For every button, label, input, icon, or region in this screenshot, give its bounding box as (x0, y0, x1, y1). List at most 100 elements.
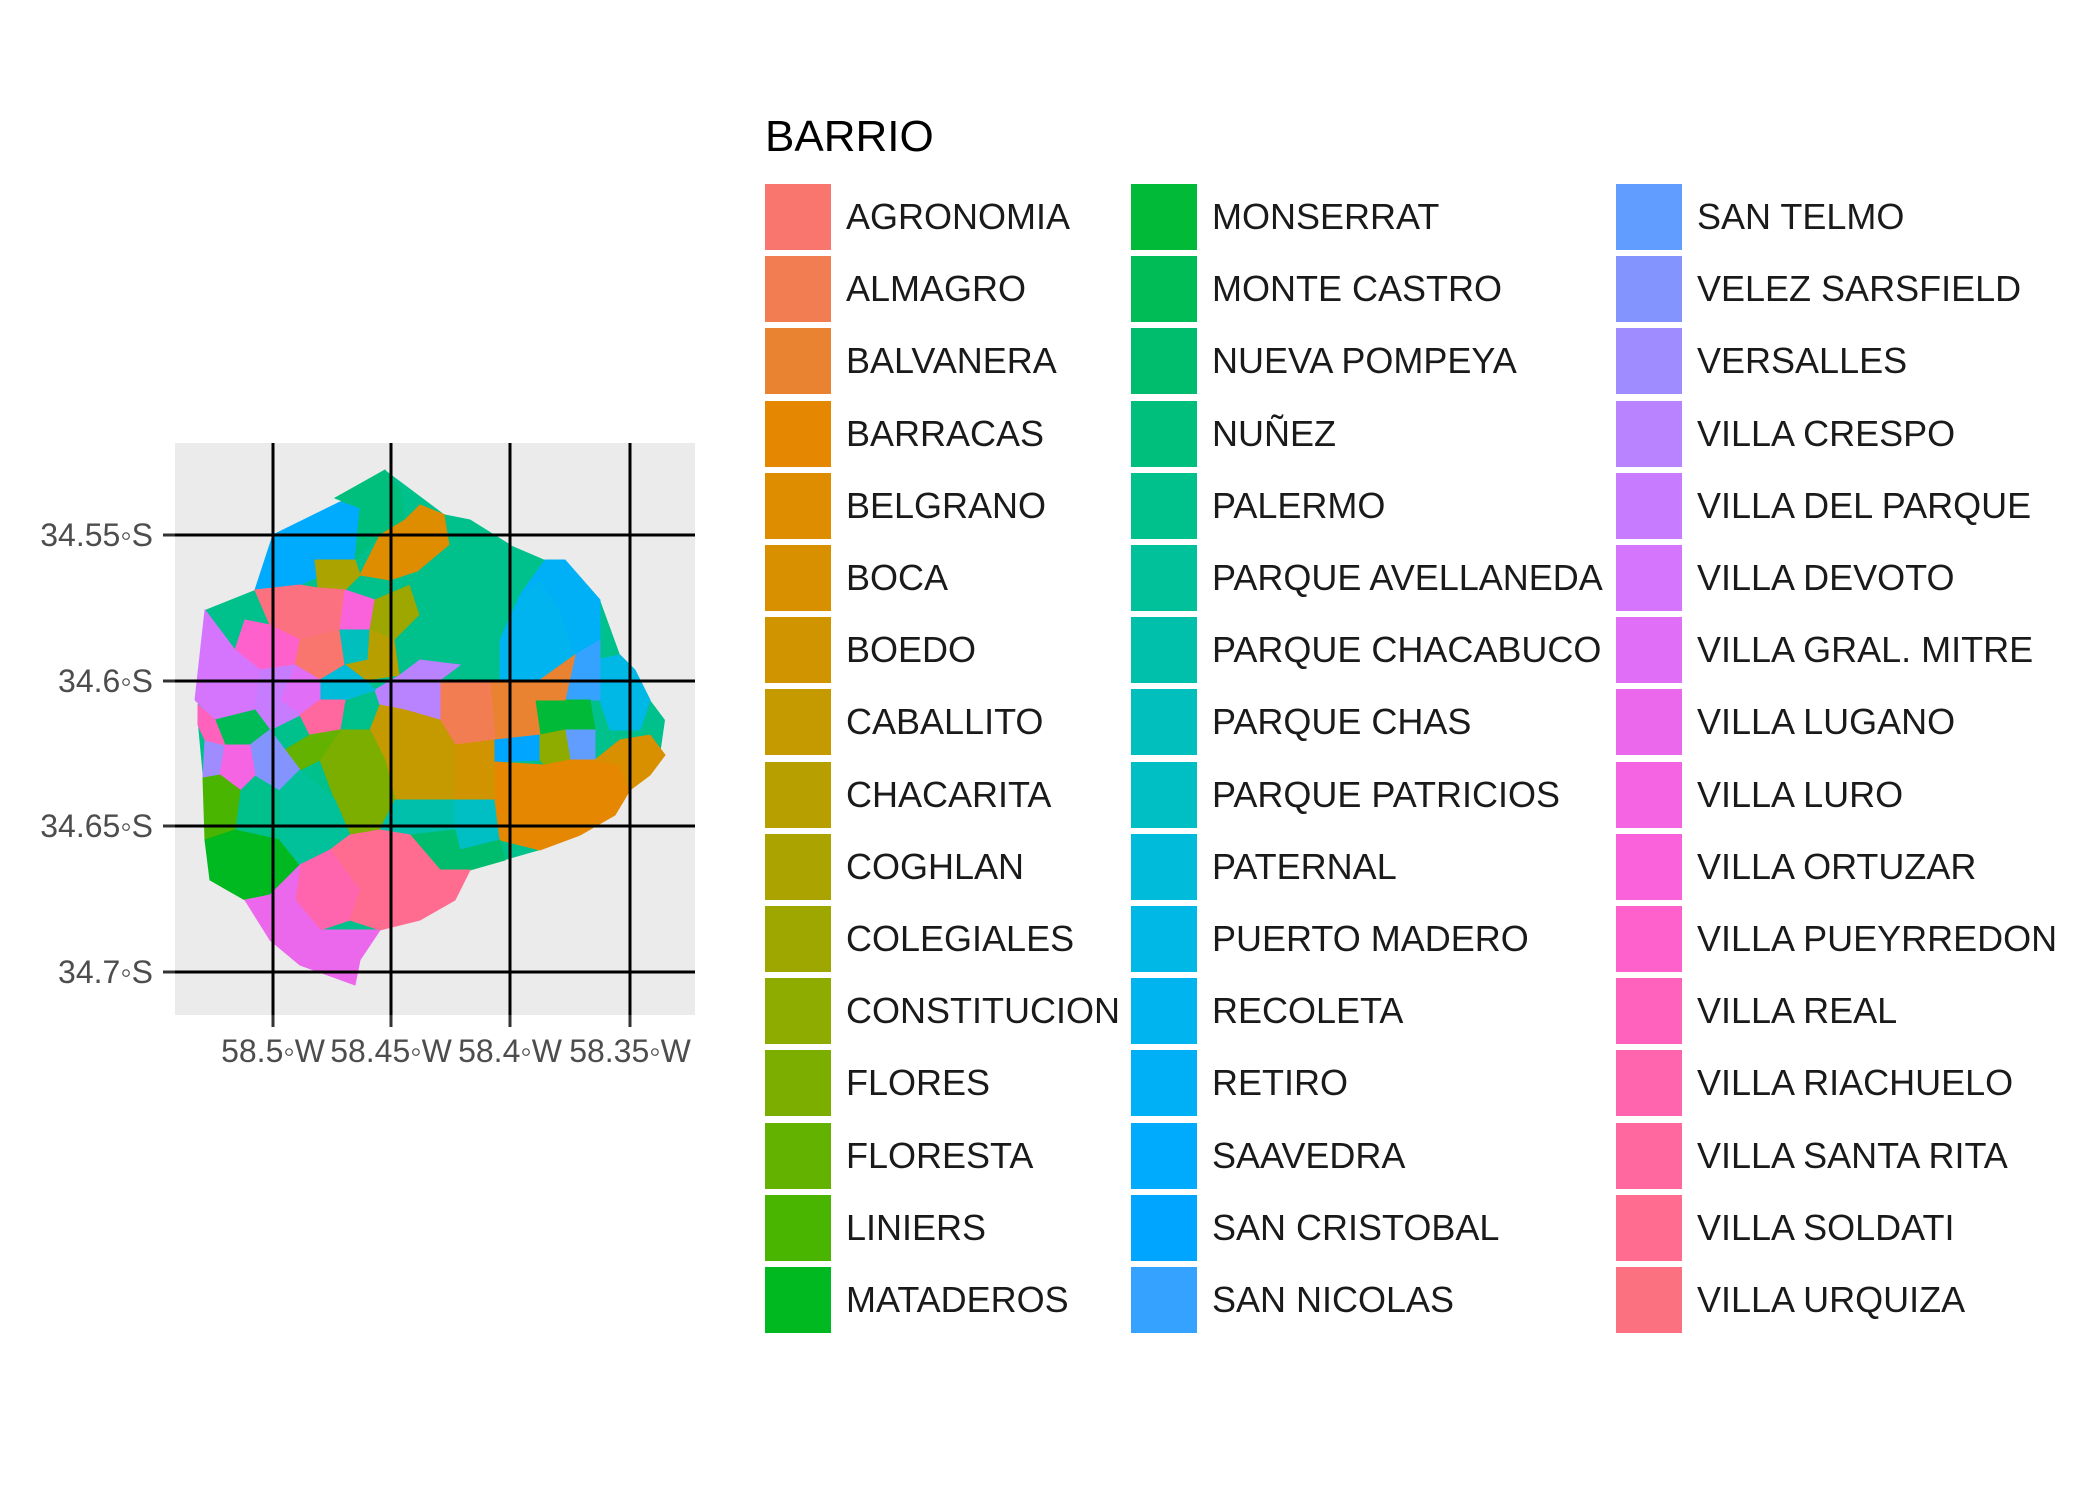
legend-item: MONSERRAT (1126, 182, 1646, 254)
legend-label: PARQUE AVELLANEDA (1212, 557, 1603, 598)
district-villa-luro (219, 744, 256, 791)
district-constitucion (539, 729, 571, 766)
legend-label: RECOLETA (1212, 990, 1404, 1032)
legend-swatch (765, 1267, 831, 1333)
legend-label: MONSERRAT (1212, 196, 1440, 237)
legend-item: CHACARITA (760, 760, 1280, 832)
legend-swatch (765, 400, 831, 467)
y-tick-label: 34.6◦S (58, 663, 153, 699)
legend-label: MATADEROS (846, 1279, 1069, 1320)
district-polygons (194, 469, 666, 986)
legend-label: BOEDO (846, 629, 977, 671)
legend-swatch (1616, 761, 1682, 828)
legend-label: RETIRO (1212, 1062, 1349, 1104)
legend-swatch (765, 833, 831, 900)
longitude-axis: 58.5◦W 58.45◦W 58.4◦W 58.35◦W (221, 1015, 692, 1069)
legend-label: CABALLITO (846, 701, 1044, 743)
legend-item: VILLA REAL (1611, 976, 2100, 1048)
legend-swatch (1131, 1194, 1197, 1261)
legend-item: SAN NICOLAS (1126, 1265, 1646, 1337)
legend-swatch (1131, 400, 1197, 467)
legend-swatch (1616, 978, 1682, 1045)
legend-item: FLORESTA (760, 1121, 1280, 1193)
legend-item: COGHLAN (760, 832, 1280, 904)
legend-item: VILLA ORTUZAR (1611, 832, 2100, 904)
district-palermo (394, 514, 521, 676)
legend-item: RECOLETA (1126, 976, 1646, 1048)
legend-label: BARRACAS (846, 412, 1045, 454)
legend-item: BOEDO (760, 615, 1280, 687)
legend-label: PARQUE CHACABUCO (1212, 629, 1602, 671)
legend-item: FLORES (760, 1048, 1280, 1120)
legend-label: NUÑEZ (1212, 412, 1336, 454)
legend-label: SAAVEDRA (1212, 1134, 1406, 1176)
legend-swatch (765, 617, 831, 684)
legend-swatch (1616, 833, 1682, 900)
legend-item: VERSALLES (1611, 326, 2100, 398)
legend-label: FLORESTA (846, 1134, 1034, 1176)
legend-swatch (1131, 256, 1197, 323)
legend-swatch (1616, 1267, 1682, 1333)
legend-item: AGRONOMIA (760, 182, 1280, 254)
legend-item: BARRACAS (760, 399, 1280, 471)
legend-label: VILLA SOLDATI (1697, 1206, 1955, 1248)
legend-swatch (1131, 1122, 1197, 1189)
legend-item: PARQUE AVELLANEDA (1126, 543, 1646, 615)
latitude-axis: 34.55◦S 34.6◦S 34.65◦S 34.7◦S (40, 517, 175, 990)
legend-item: VILLA PUEYRREDON (1611, 904, 2100, 976)
legend-label: LINIERS (846, 1206, 987, 1248)
legend-label: CONSTITUCION (846, 990, 1120, 1032)
legend-label: VELEZ SARSFIELD (1697, 268, 2022, 310)
legend-label: COGHLAN (846, 845, 1025, 887)
legend-item: VILLA URQUIZA (1611, 1265, 2100, 1337)
legend-swatch (1131, 617, 1197, 684)
legend-label: BALVANERA (846, 340, 1057, 382)
legend-label: VILLA LUGANO (1697, 701, 1956, 743)
legend-swatch (1131, 184, 1197, 250)
legend-item: LINIERS (760, 1193, 1280, 1265)
legend-swatch (1131, 978, 1197, 1045)
legend-label: VERSALLES (1697, 340, 1908, 382)
legend-item: VELEZ SARSFIELD (1611, 254, 2100, 326)
legend-swatch (765, 1050, 831, 1117)
legend-swatch (1616, 906, 1682, 972)
district-puerto-madero (594, 654, 651, 731)
district-liniers (202, 774, 241, 841)
legend-label: CHACARITA (846, 773, 1052, 815)
legend-label: VILLA SANTA RITA (1697, 1134, 2008, 1176)
legend-item: PARQUE CHAS (1126, 687, 1646, 759)
legend-label: BELGRANO (846, 484, 1047, 526)
legend-item: NUÑEZ (1126, 399, 1646, 471)
legend-swatch (765, 1194, 831, 1261)
legend-label: PALERMO (1212, 484, 1386, 526)
y-tick-label: 34.65◦S (40, 808, 153, 844)
legend-label: AGRONOMIA (846, 196, 1071, 237)
graticule-grid (175, 443, 695, 1015)
legend-item: ALMAGRO (760, 254, 1280, 326)
legend-label: PATERNAL (1212, 845, 1397, 887)
y-tick-label: 34.7◦S (58, 954, 153, 990)
legend-swatch (1616, 184, 1682, 250)
legend-label: PARQUE CHAS (1212, 701, 1472, 743)
legend-swatch (1616, 1122, 1682, 1189)
legend-label: VILLA LURO (1697, 773, 1904, 815)
legend-swatch (1616, 545, 1682, 611)
legend-item: SAN CRISTOBAL (1126, 1193, 1646, 1265)
legend-label: COLEGIALES (846, 918, 1075, 959)
legend-swatch (765, 545, 831, 611)
legend-item: SAN TELMO (1611, 182, 2100, 254)
x-tick-label: 58.5◦W (221, 1033, 326, 1069)
legend-swatch (765, 328, 831, 395)
legend-item: VILLA LURO (1611, 760, 2100, 832)
legend-swatch (1616, 328, 1682, 395)
legend-label: NUEVA POMPEYA (1212, 340, 1517, 382)
legend-label: BOCA (846, 557, 949, 598)
district-boedo (454, 739, 496, 801)
legend-label: MONTE CASTRO (1212, 268, 1503, 310)
legend-swatch (765, 256, 831, 323)
legend-swatch (1131, 833, 1197, 900)
legend-swatch (1131, 761, 1197, 828)
legend-item: PALERMO (1126, 471, 1646, 543)
legend-swatch (765, 978, 831, 1045)
legend-item: PATERNAL (1126, 832, 1646, 904)
